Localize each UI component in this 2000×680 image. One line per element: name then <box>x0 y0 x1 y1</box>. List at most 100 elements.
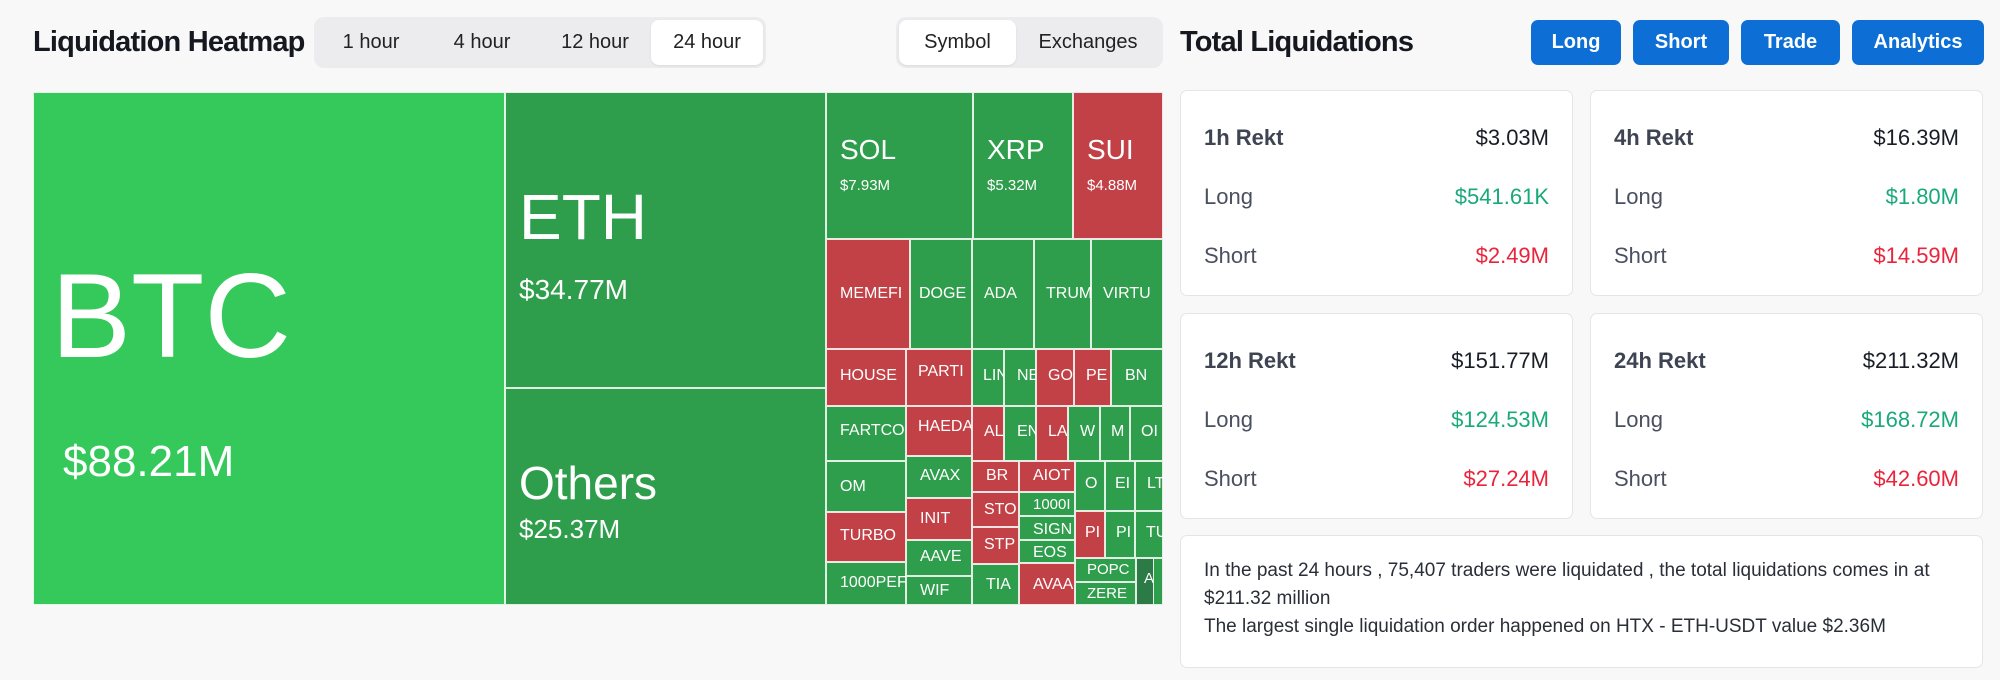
treemap-tile[interactable]: O <box>1075 461 1105 511</box>
treemap-tile[interactable]: TU <box>1135 511 1163 558</box>
treemap-tile[interactable]: TIA <box>972 564 1019 605</box>
tab-24-hour[interactable]: 24 hour <box>651 20 763 65</box>
treemap-tile[interactable]: NE <box>1004 349 1036 406</box>
treemap-tile[interactable]: BN <box>1111 349 1163 406</box>
treemap-tile[interactable]: 1000I <box>1019 492 1075 516</box>
tile-symbol: EOS <box>1033 544 1067 561</box>
treemap-tile[interactable]: HOUSE <box>826 349 906 406</box>
tile-symbol: POPC <box>1087 561 1130 578</box>
tile-value: $88.21M <box>63 437 235 486</box>
tile-symbol: TURBO <box>840 527 896 544</box>
tile-symbol: PE <box>1086 367 1108 384</box>
treemap-tile[interactable]: HAEDA <box>906 406 972 456</box>
tab-symbol[interactable]: Symbol <box>899 20 1016 65</box>
tile-symbol: AVAX <box>920 467 961 484</box>
tile-symbol: XRP <box>987 134 1045 165</box>
tab-1-hour[interactable]: 1 hour <box>342 31 400 53</box>
treemap-tile[interactable]: Others $25.37M <box>505 388 826 605</box>
long-button[interactable]: Long <box>1531 20 1621 65</box>
short-label: Short <box>1204 466 1257 491</box>
long-value: $168.72M <box>1861 407 1959 432</box>
tile-symbol: WIF <box>920 582 950 599</box>
tab-12-hour[interactable]: 12 hour <box>561 31 629 53</box>
short-value: $42.60M <box>1873 466 1959 491</box>
treemap-tile[interactable]: AL <box>972 406 1004 461</box>
treemap-tile[interactable]: FARTCO <box>826 406 906 461</box>
tile-symbol: O <box>1085 475 1098 492</box>
tile-symbol: HAEDA <box>918 418 972 435</box>
treemap-tile[interactable]: BR <box>972 461 1019 492</box>
treemap-tile[interactable]: VIRTU <box>1091 239 1163 349</box>
treemap-tile[interactable]: SUI $4.88M <box>1073 92 1163 239</box>
treemap-tile[interactable]: DOGE <box>910 239 972 349</box>
long-value: $1.80M <box>1885 184 1959 209</box>
rekt-card-1h: 1h Rekt $3.03M Long $541.61K Short $2.49M <box>1180 90 1573 296</box>
treemap-tile[interactable]: POPC <box>1075 558 1136 582</box>
treemap-tile[interactable]: W <box>1068 406 1100 461</box>
treemap-tile[interactable]: EOS <box>1019 540 1075 563</box>
treemap-tile[interactable]: PI <box>1105 511 1135 558</box>
treemap-tile[interactable]: OM <box>826 461 906 512</box>
treemap-tile[interactable]: ETH $34.77M <box>505 92 826 388</box>
treemap-tile[interactable]: PARTI <box>906 349 972 406</box>
treemap-tile[interactable]: MEMEFI <box>826 239 910 349</box>
rekt-card-12h: 12h Rekt $151.77M Long $124.53M Short $27.2… <box>1180 313 1573 519</box>
trade-button[interactable]: Trade <box>1741 20 1840 65</box>
treemap-tile[interactable]: WIF <box>906 576 972 605</box>
treemap-tile[interactable]: XRP $5.32M <box>973 92 1073 239</box>
tile-value: $5.32M <box>987 177 1038 194</box>
treemap-tile[interactable]: STP <box>972 527 1019 564</box>
treemap-tile[interactable]: GO <box>1036 349 1074 406</box>
treemap-tile[interactable]: M <box>1100 406 1130 461</box>
tile-symbol: SIGN <box>1033 521 1073 538</box>
treemap-tile[interactable]: LT <box>1135 461 1163 511</box>
treemap-tile[interactable]: PI <box>1075 511 1105 558</box>
treemap-tile[interactable]: AVAA <box>1019 563 1075 605</box>
tile-symbol: BN <box>1125 367 1148 384</box>
treemap-tile[interactable]: AIOT <box>1019 461 1075 492</box>
analytics-button[interactable]: Analytics <box>1852 20 1984 65</box>
treemap-tile[interactable]: PE <box>1074 349 1111 406</box>
tile-symbol: AL <box>984 423 1004 440</box>
view-mode-tabs: Symbol Exchanges <box>896 17 1163 68</box>
tile-symbol: W <box>1080 423 1096 440</box>
treemap-tile[interactable]: ADA <box>972 239 1034 349</box>
tile-symbol: INIT <box>920 510 951 527</box>
tile-symbol: EN <box>1017 423 1036 440</box>
rekt-total-value: $3.03M <box>1475 125 1549 150</box>
treemap-tile[interactable] <box>1153 558 1163 605</box>
treemap-tile[interactable]: SIGN <box>1019 516 1075 540</box>
tile-symbol: STO <box>984 501 1017 518</box>
tile-value: $4.88M <box>1087 177 1138 194</box>
tab-exchanges[interactable]: Exchanges <box>1038 31 1138 53</box>
treemap-tile[interactable]: OI <box>1130 406 1163 461</box>
treemap-tile[interactable]: LIN <box>972 349 1004 406</box>
tile-symbol: AVAA <box>1033 576 1074 593</box>
treemap-tile[interactable]: AVAX <box>906 456 972 498</box>
treemap-tile[interactable]: TRUM <box>1034 239 1091 349</box>
treemap-tile[interactable]: INIT <box>906 498 972 540</box>
treemap-tile[interactable]: STO <box>972 492 1019 527</box>
tile-symbol: VIRTU <box>1103 285 1151 302</box>
tile-symbol: GO <box>1048 367 1073 384</box>
treemap-tile[interactable]: BTC $88.21M <box>33 92 505 605</box>
tile-symbol: LIN <box>983 367 1004 384</box>
total-liquidations-title: Total Liquidations <box>1180 26 1414 58</box>
treemap-tile[interactable]: SOL $7.93M <box>826 92 973 239</box>
tab-4-hour[interactable]: 4 hour <box>453 31 511 53</box>
treemap-tile[interactable]: EN <box>1004 406 1036 461</box>
tile-symbol: NE <box>1017 367 1036 384</box>
treemap-tile[interactable]: EI <box>1105 461 1135 511</box>
treemap-tile[interactable]: AAVE <box>906 540 972 576</box>
tile-symbol: 1000PEF <box>840 574 906 591</box>
short-button[interactable]: Short <box>1633 20 1729 65</box>
long-label: Long <box>1204 407 1253 432</box>
tile-symbol: 1000I <box>1033 496 1071 513</box>
tile-symbol: PI <box>1116 524 1132 541</box>
treemap-tile[interactable]: 1000PEF <box>826 562 906 605</box>
tile-symbol: PI <box>1085 524 1101 541</box>
treemap-tile[interactable]: TURBO <box>826 512 906 562</box>
treemap-tile[interactable]: ZERE <box>1075 582 1136 605</box>
treemap-tile[interactable]: LA <box>1036 406 1068 461</box>
heatmap-title: Liquidation Heatmap <box>33 26 305 58</box>
